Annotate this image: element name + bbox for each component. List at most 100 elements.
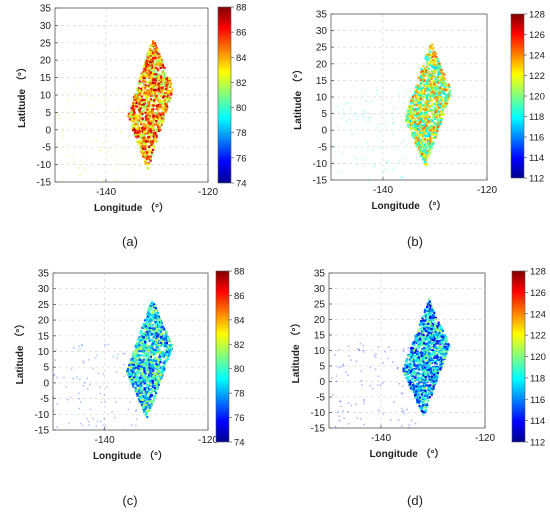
heatmap-cell <box>435 61 437 63</box>
heatmap-cell <box>403 351 405 353</box>
heatmap-cell <box>357 115 359 117</box>
y-tick-label: 30 <box>314 284 326 295</box>
y-tick-label: 15 <box>40 73 52 84</box>
heatmap-cell <box>138 142 140 144</box>
heatmap-cell <box>143 347 145 349</box>
heatmap-cell <box>64 91 66 93</box>
heatmap-cell <box>424 152 426 154</box>
colorbar-tick-label: 126 <box>529 30 545 41</box>
heatmap-cell <box>62 131 64 133</box>
heatmap-cell <box>158 88 160 90</box>
heatmap-cell <box>136 352 138 354</box>
heatmap-cell <box>419 84 421 86</box>
heatmap-cell <box>409 116 411 118</box>
heatmap-cell <box>133 367 135 369</box>
heatmap-cell <box>82 94 84 96</box>
heatmap-cell <box>142 399 144 401</box>
heatmap-cell <box>160 330 162 332</box>
heatmap-cell <box>151 309 153 311</box>
heatmap-cell <box>115 180 117 182</box>
heatmap-cell <box>428 154 430 156</box>
heatmap-cell <box>354 113 356 115</box>
heatmap-cell <box>414 123 416 125</box>
heatmap-cell <box>334 146 336 148</box>
y-tick-label: 15 <box>316 76 328 87</box>
heatmap-cell <box>141 74 143 76</box>
heatmap-cell <box>401 408 403 410</box>
heatmap-cell <box>429 378 431 380</box>
heatmap-cell <box>151 152 153 154</box>
heatmap-cell <box>392 122 394 124</box>
y-tick-label: -10 <box>37 160 52 171</box>
heatmap-cell <box>160 354 162 356</box>
heatmap-cell <box>164 103 166 105</box>
heatmap-cell <box>449 95 451 97</box>
heatmap-cell <box>55 350 57 352</box>
heatmap-cell <box>392 168 394 170</box>
heatmap-cell <box>168 78 170 80</box>
heatmap-cell <box>419 104 421 106</box>
heatmap-cell <box>104 401 106 403</box>
heatmap-cell <box>128 136 130 138</box>
heatmap-cell <box>415 335 417 337</box>
heatmap-cell <box>429 108 431 110</box>
heatmap-cell <box>112 115 114 117</box>
heatmap-cell <box>112 169 114 171</box>
heatmap-cell <box>403 348 405 350</box>
heatmap-cell <box>134 374 136 376</box>
heatmap-cell <box>134 98 136 100</box>
heatmap-cell <box>415 385 417 387</box>
heatmap-cell <box>131 424 133 426</box>
heatmap-cell <box>437 104 439 106</box>
heatmap-cell <box>138 82 140 84</box>
heatmap-cell <box>419 324 421 326</box>
heatmap-cell <box>149 340 151 342</box>
y-tick-label: 25 <box>40 38 52 49</box>
heatmap-cell <box>432 133 434 135</box>
heatmap-cell <box>428 49 430 51</box>
heatmap-cell <box>427 118 429 120</box>
x-axis-title: Longitude （°） <box>371 199 446 212</box>
heatmap-cell <box>80 159 82 161</box>
heatmap-cell <box>154 387 156 389</box>
heatmap-cell <box>402 393 404 395</box>
colorbar-tick-label: 128 <box>529 10 545 21</box>
heatmap-cell <box>154 54 156 56</box>
heatmap-cell <box>373 166 375 168</box>
heatmap-cell <box>417 98 419 100</box>
heatmap-cell <box>146 391 148 393</box>
heatmap-cell <box>159 106 161 108</box>
heatmap-cell <box>421 73 423 75</box>
heatmap-cell <box>363 351 365 353</box>
heatmap-cell <box>161 370 163 372</box>
heatmap-cell <box>360 418 362 420</box>
heatmap-cell <box>104 418 106 420</box>
heatmap-cell <box>150 155 152 157</box>
colorbar-tick-label: 116 <box>529 133 544 144</box>
heatmap-cell <box>98 373 100 375</box>
heatmap-cell <box>147 54 149 56</box>
heatmap-cell <box>157 371 159 373</box>
heatmap-cell <box>154 86 156 88</box>
heatmap-cell <box>422 323 424 325</box>
heatmap-cell <box>154 383 156 385</box>
heatmap-cell <box>63 180 65 182</box>
plot-area <box>53 273 208 430</box>
heatmap-cell <box>156 350 158 352</box>
heatmap-cell <box>433 76 435 78</box>
heatmap-cell <box>422 396 424 398</box>
heatmap-cell <box>415 376 417 378</box>
colorbar-tick-label: 86 <box>236 28 247 39</box>
heatmap-cell <box>140 123 142 125</box>
heatmap-cell <box>427 313 429 315</box>
heatmap-cell <box>393 401 395 403</box>
heatmap-cell <box>80 401 82 403</box>
heatmap-cell <box>348 119 350 121</box>
heatmap-cell <box>146 402 148 404</box>
heatmap-cell <box>336 375 338 377</box>
heatmap-cell <box>155 339 157 341</box>
x-axis-title: Longitude （°） <box>93 449 168 462</box>
heatmap-cell <box>403 138 405 140</box>
heatmap-cell <box>435 111 437 113</box>
heatmap-cell <box>437 119 439 121</box>
